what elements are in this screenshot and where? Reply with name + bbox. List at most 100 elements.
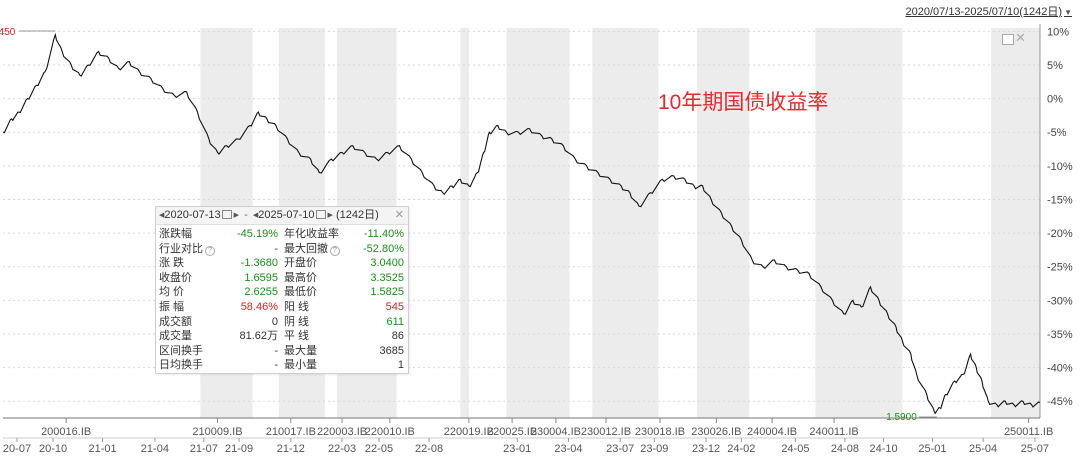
stats-value: -: [219, 358, 284, 373]
month-label: 24-05: [781, 443, 809, 455]
stats-label-text: 开盘价: [284, 257, 317, 270]
y-tick-label: -25%: [1047, 262, 1073, 274]
stats-value-text: 1: [397, 359, 404, 372]
stats-label: 区间换手: [159, 344, 219, 359]
y-tick-label: -30%: [1047, 295, 1073, 307]
contract-label: 230018.IB: [635, 426, 685, 438]
next-end-icon[interactable]: ▶: [327, 212, 333, 219]
month-label: 21-09: [225, 443, 253, 455]
stats-row: 成交额 0 阴 线 611: [159, 315, 404, 330]
next-start-icon[interactable]: ▶: [233, 212, 240, 219]
stats-value-text: -1.3680: [240, 257, 278, 270]
stats-label: 成交量: [159, 329, 219, 344]
shaded-period: [696, 28, 750, 418]
month-label: 21-12: [277, 443, 305, 455]
stats-label-text: 最高价: [284, 271, 317, 284]
stats-row: 均 价 2.6255 最低价 1.5825: [159, 285, 404, 300]
stats-value-text: -: [274, 344, 278, 357]
close-icon[interactable]: ✕: [1015, 30, 1026, 45]
stats-label: 收盘价: [159, 271, 219, 286]
y-tick-label: 0%: [1047, 94, 1063, 106]
stats-row: 区间换手 - 最大量 3685: [159, 344, 404, 359]
stats-value: -: [219, 344, 284, 359]
stats-label-text: 日均换手: [159, 359, 203, 372]
stats-label: 阴 线: [284, 315, 344, 330]
stats-row: 成交量 81.62万平 线 86: [159, 329, 404, 344]
stats-value-text: 2.6255: [244, 286, 278, 299]
contract-label: 210017.IB: [266, 426, 316, 438]
y-tick-label: -20%: [1047, 228, 1073, 240]
contract-label: 240011.IB: [809, 426, 858, 438]
end-date[interactable]: 2025-07-10: [258, 209, 315, 221]
stats-value-text: 611: [386, 315, 404, 328]
stats-row: 日均换手 - 最小量 1: [159, 358, 404, 373]
month-label: 24-10: [869, 443, 897, 455]
close-icon[interactable]: ✕: [394, 209, 404, 221]
stats-label-text: 涨 跌: [159, 257, 185, 270]
dropdown-triangle-icon[interactable]: ▼: [1064, 8, 1072, 17]
stats-value-text: 3.3525: [370, 271, 404, 284]
contract-label: 230026.IB: [691, 426, 741, 438]
stats-value: 3685: [344, 344, 404, 359]
shaded-period: [460, 28, 469, 418]
stats-label-text: 阳 线: [284, 300, 310, 313]
y-tick-label: -15%: [1047, 194, 1073, 206]
stats-label-text: 最小量: [284, 359, 317, 372]
y-tick-label: -45%: [1047, 396, 1073, 408]
stats-label-text: 收盘价: [159, 271, 192, 284]
month-label: 23-04: [554, 443, 582, 455]
stats-label-text: 涨跌幅: [159, 228, 192, 240]
month-label: 25-07: [1021, 443, 1049, 455]
date-range-text: 2020/07/13-2025/07/10(1242日): [905, 6, 1063, 18]
month-label: 25-04: [969, 443, 997, 455]
shaded-period: [592, 28, 659, 418]
stats-label: 最大回撤?: [284, 242, 344, 257]
calendar-icon[interactable]: [315, 210, 326, 219]
calendar-icon[interactable]: [221, 210, 232, 219]
stats-value: 0: [219, 315, 284, 330]
stats-label: 行业对比?: [159, 242, 219, 257]
shaded-period: [815, 28, 903, 418]
month-label: 25-01: [918, 443, 946, 455]
y-tick-label: 10%: [1047, 26, 1069, 38]
day-count: (1242日): [335, 209, 379, 221]
stats-label: 最小量: [284, 358, 344, 373]
stats-value-text: 1.5825: [370, 286, 404, 299]
contract-label: 230004.IB: [531, 426, 581, 438]
y-tick-label: -40%: [1047, 363, 1073, 375]
help-icon[interactable]: ?: [330, 245, 340, 256]
stats-label: 振 幅: [159, 300, 219, 315]
contract-label: 240004.IB: [747, 426, 797, 438]
stats-label: 成交额: [159, 315, 219, 330]
stats-label-text: 区间换手: [159, 344, 203, 357]
month-label: 23-12: [692, 443, 720, 455]
stats-value: 545: [344, 300, 404, 315]
stats-value: -11.40%: [344, 227, 404, 242]
month-label: 21-04: [141, 443, 169, 455]
date-range-selector[interactable]: 2020/07/13-2025/07/10(1242日) ▼: [906, 3, 1073, 19]
y-tick-label: -10%: [1047, 161, 1073, 173]
prev-end-icon[interactable]: ◀: [252, 212, 259, 219]
stats-label: 最大量: [284, 344, 344, 359]
series-line-layer: [2, 32, 1041, 415]
y-tick-label: -35%: [1047, 329, 1073, 341]
prev-start-icon[interactable]: ◀: [159, 212, 165, 219]
stats-row: 收盘价 1.6595 最高价 3.3525: [159, 271, 404, 286]
x-axis: 200016.IB 210009.IB 210017.IB 220003.IB2200…: [3, 417, 1053, 455]
start-date[interactable]: 2020-07-13: [164, 209, 221, 221]
stats-value-text: 3.0400: [370, 257, 404, 270]
stats-value-text: 86: [391, 330, 404, 343]
help-icon[interactable]: ?: [205, 245, 215, 256]
stats-value-text: 58.46%: [240, 300, 278, 313]
maximize-icon[interactable]: [1002, 34, 1014, 45]
y-axis-labels: 10% 5% 0% -5% -10% -15% -20% -25% -30% -35% -40% -4…: [1047, 26, 1073, 408]
stats-value-text: -11.40%: [363, 228, 404, 240]
stats-value: -: [219, 242, 284, 257]
stats-row: 涨跌幅 -45.19% 年化收益率 -11.40%: [159, 227, 404, 242]
contract-label: 220025.IB: [487, 426, 537, 438]
contract-label: 220019.IB: [444, 426, 494, 438]
stats-value-text: 0: [271, 315, 278, 328]
month-label: 22-08: [415, 443, 443, 455]
stats-label-text: 最大量: [284, 344, 317, 357]
